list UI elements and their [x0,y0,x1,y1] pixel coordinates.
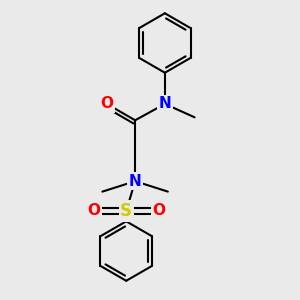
Text: N: N [158,96,171,111]
Text: O: O [152,203,165,218]
Text: O: O [100,96,113,111]
Text: S: S [120,202,132,220]
Text: N: N [129,174,142,189]
Text: O: O [87,203,100,218]
